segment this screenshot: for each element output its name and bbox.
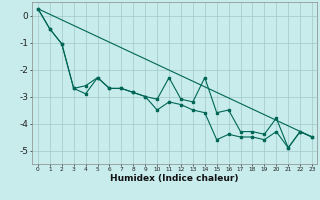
X-axis label: Humidex (Indice chaleur): Humidex (Indice chaleur)	[110, 174, 239, 183]
